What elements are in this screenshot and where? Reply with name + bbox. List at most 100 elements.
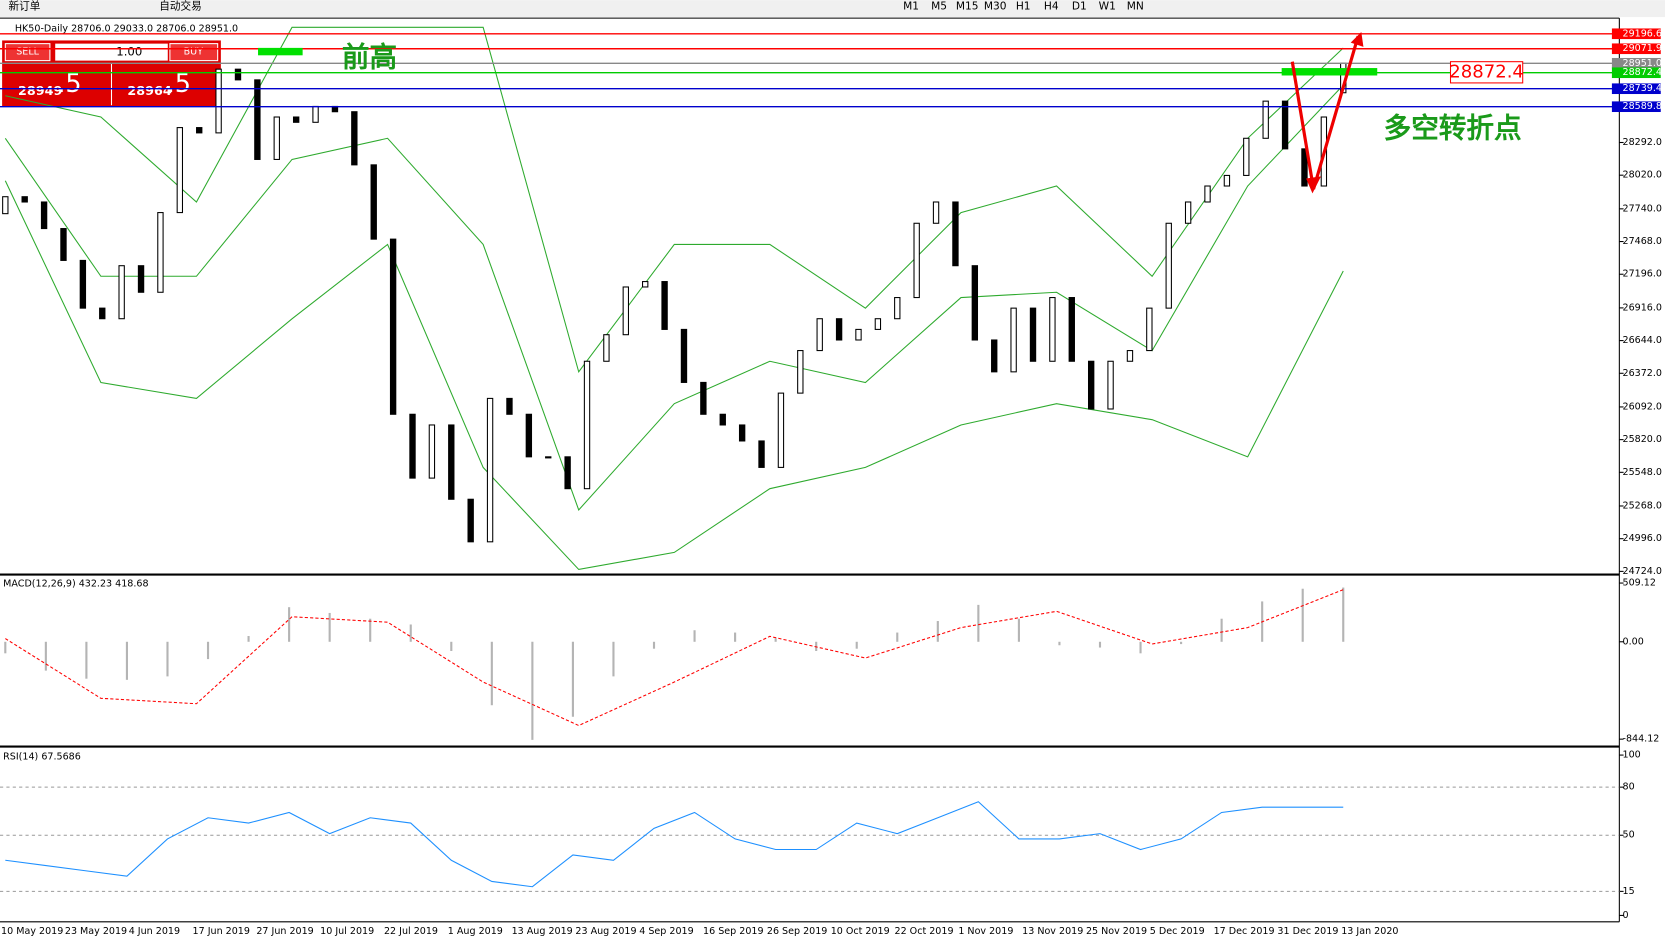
timeframe-button[interactable]: M1 bbox=[903, 0, 919, 12]
bollinger-band bbox=[4, 180, 1344, 571]
candle bbox=[60, 228, 67, 261]
y-tick-label: 25268.0 bbox=[1623, 500, 1662, 511]
price-tag-label: 28589.8 bbox=[1623, 101, 1662, 112]
y-tick-label: 25820.0 bbox=[1623, 434, 1662, 445]
candle bbox=[1223, 174, 1231, 187]
macd-signal bbox=[5, 589, 1344, 727]
y-tick-label: 24724.0 bbox=[1623, 566, 1662, 577]
sell-button[interactable] bbox=[4, 43, 51, 62]
x-tick-label: 17 Jun 2019 bbox=[193, 926, 250, 937]
candle bbox=[409, 413, 416, 479]
buy-pip[interactable]: .5 bbox=[167, 69, 191, 99]
candle bbox=[292, 116, 300, 123]
candle bbox=[506, 397, 513, 415]
sell-label[interactable]: SELL bbox=[16, 47, 39, 58]
volume[interactable]: 1.00 bbox=[116, 45, 142, 59]
candle bbox=[137, 265, 145, 293]
y-tick-label: 26092.0 bbox=[1623, 401, 1662, 412]
candle bbox=[583, 360, 591, 490]
x-tick-label: 25 Nov 2019 bbox=[1086, 926, 1147, 937]
highlight bbox=[1281, 68, 1378, 76]
y-tick-label: 28020.0 bbox=[1623, 170, 1662, 181]
candle bbox=[1126, 350, 1134, 362]
volume-input[interactable] bbox=[55, 43, 168, 61]
candle bbox=[448, 424, 455, 500]
macd-title: MACD(12,26,9) 432.23 418.68 bbox=[3, 579, 148, 590]
x-tick-label: 26 Sep 2019 bbox=[767, 926, 828, 937]
candle bbox=[389, 238, 397, 415]
sell-price[interactable]: 28949 bbox=[18, 84, 62, 99]
price-tag-label: 29196.6 bbox=[1623, 28, 1662, 39]
candle bbox=[642, 281, 649, 288]
auto-trading-button[interactable]: 自动交易 bbox=[159, 0, 201, 12]
price-tag bbox=[1611, 57, 1661, 69]
timeframe-button[interactable]: D1 bbox=[1072, 0, 1087, 12]
x-tick-label: 4 Sep 2019 bbox=[639, 926, 693, 937]
y-tick-label: 100 bbox=[1623, 750, 1641, 761]
timeframe-button[interactable]: H1 bbox=[1016, 0, 1031, 12]
candle bbox=[816, 318, 823, 352]
timeframe-button[interactable]: H4 bbox=[1044, 0, 1059, 12]
candle bbox=[700, 381, 707, 415]
timeframes: M1 M5 M15 M30 H1 H4 D1 W1 MN bbox=[903, 0, 1144, 12]
price-tag bbox=[1611, 43, 1661, 55]
x-tick-label: 13 Nov 2019 bbox=[1022, 926, 1083, 937]
annotation-box bbox=[1449, 61, 1524, 84]
x-tick-label: 5 Dec 2019 bbox=[1150, 926, 1205, 937]
candle bbox=[467, 498, 474, 543]
annotation: 多空转折点 bbox=[1384, 112, 1522, 145]
timeframe-button[interactable]: M30 bbox=[984, 0, 1007, 12]
candle bbox=[719, 413, 726, 426]
rsi-title: RSI(14) 67.5686 bbox=[3, 752, 81, 763]
candle bbox=[428, 424, 436, 479]
candle bbox=[758, 440, 765, 468]
candle bbox=[1262, 100, 1269, 139]
buy-label[interactable]: BUY bbox=[184, 47, 204, 58]
candle bbox=[1087, 360, 1095, 410]
y-tick-label: -844.12 bbox=[1623, 734, 1660, 745]
sell-pip[interactable]: .5 bbox=[57, 69, 81, 99]
buy-price[interactable]: 28964 bbox=[127, 84, 171, 99]
x-tick-label: 10 Jul 2019 bbox=[320, 926, 374, 937]
timeframe-button[interactable]: MN bbox=[1127, 0, 1144, 12]
candle bbox=[118, 265, 125, 320]
candle bbox=[312, 105, 319, 123]
price-tag-label: 28951.0 bbox=[1623, 58, 1662, 69]
candle bbox=[1068, 297, 1075, 362]
buy-button[interactable] bbox=[169, 43, 219, 62]
candle bbox=[952, 201, 959, 267]
candle bbox=[991, 339, 998, 373]
x-tick-label: 23 Aug 2019 bbox=[575, 926, 636, 937]
y-tick-label: 24996.0 bbox=[1623, 533, 1662, 544]
candle bbox=[99, 307, 106, 320]
candle bbox=[1146, 307, 1153, 352]
candle bbox=[525, 413, 533, 458]
candle bbox=[234, 68, 242, 81]
x-tick-label: 17 Dec 2019 bbox=[1214, 926, 1275, 937]
price-tag-label: 28872.4 bbox=[1623, 67, 1662, 78]
timeframe-button[interactable]: M15 bbox=[956, 0, 979, 12]
x-tick-label: 16 Sep 2019 bbox=[703, 926, 764, 937]
timeframe-button[interactable]: W1 bbox=[1099, 0, 1116, 12]
x-tick-label: 10 Oct 2019 bbox=[831, 926, 890, 937]
y-tick-label: 0.00 bbox=[1623, 636, 1644, 647]
price-tag bbox=[1611, 67, 1661, 79]
candle bbox=[835, 318, 843, 341]
candle bbox=[40, 201, 48, 230]
candle bbox=[738, 424, 746, 442]
candle bbox=[797, 350, 804, 394]
timeframe-button[interactable]: M5 bbox=[931, 0, 947, 12]
candle bbox=[661, 281, 668, 330]
y-tick-label: 28292.0 bbox=[1623, 137, 1662, 148]
y-tick-label: 509.12 bbox=[1623, 578, 1656, 589]
candle bbox=[1010, 307, 1017, 373]
candle bbox=[1301, 148, 1308, 187]
candle bbox=[913, 222, 920, 299]
new-order-button[interactable]: 新订单 bbox=[8, 0, 40, 12]
candle bbox=[874, 318, 882, 330]
candle bbox=[1204, 185, 1211, 203]
bollinger-band bbox=[4, 84, 1344, 511]
candle bbox=[680, 328, 688, 383]
